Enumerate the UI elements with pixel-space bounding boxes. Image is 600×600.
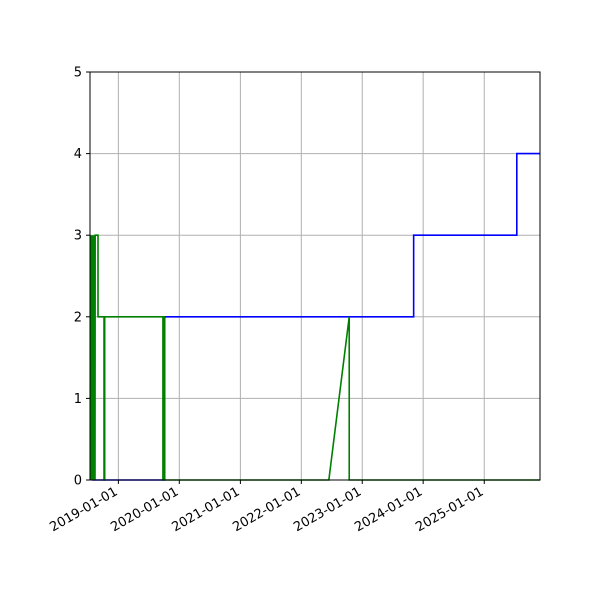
plot-frame [89, 71, 541, 481]
y-tick-label-0: 0 [74, 474, 82, 489]
x-tick-label-0: 2019-01-01 [47, 484, 120, 535]
x-tick-label-3: 2022-01-01 [230, 484, 303, 535]
y-tick-label-1: 1 [74, 392, 82, 407]
x-tick-label-6: 2025-01-01 [413, 484, 486, 535]
x-tick-label-4: 2023-01-01 [291, 484, 364, 535]
y-tick-label-4: 4 [74, 147, 82, 162]
x-tick-label-5: 2024-01-01 [352, 484, 425, 535]
x-axis: 2019-01-012020-01-012021-01-012022-01-01… [47, 480, 486, 535]
x-tick-label-1: 2020-01-01 [108, 484, 181, 535]
y-tick-label-5: 5 [74, 66, 82, 81]
y-tick-label-2: 2 [74, 310, 82, 325]
series-line-1 [90, 234, 540, 481]
y-axis: 0 1 2 3 4 5 [74, 66, 90, 489]
x-tick-label-2: 2021-01-01 [169, 484, 242, 535]
grid [90, 71, 540, 481]
y-tick-label-3: 3 [74, 229, 82, 244]
